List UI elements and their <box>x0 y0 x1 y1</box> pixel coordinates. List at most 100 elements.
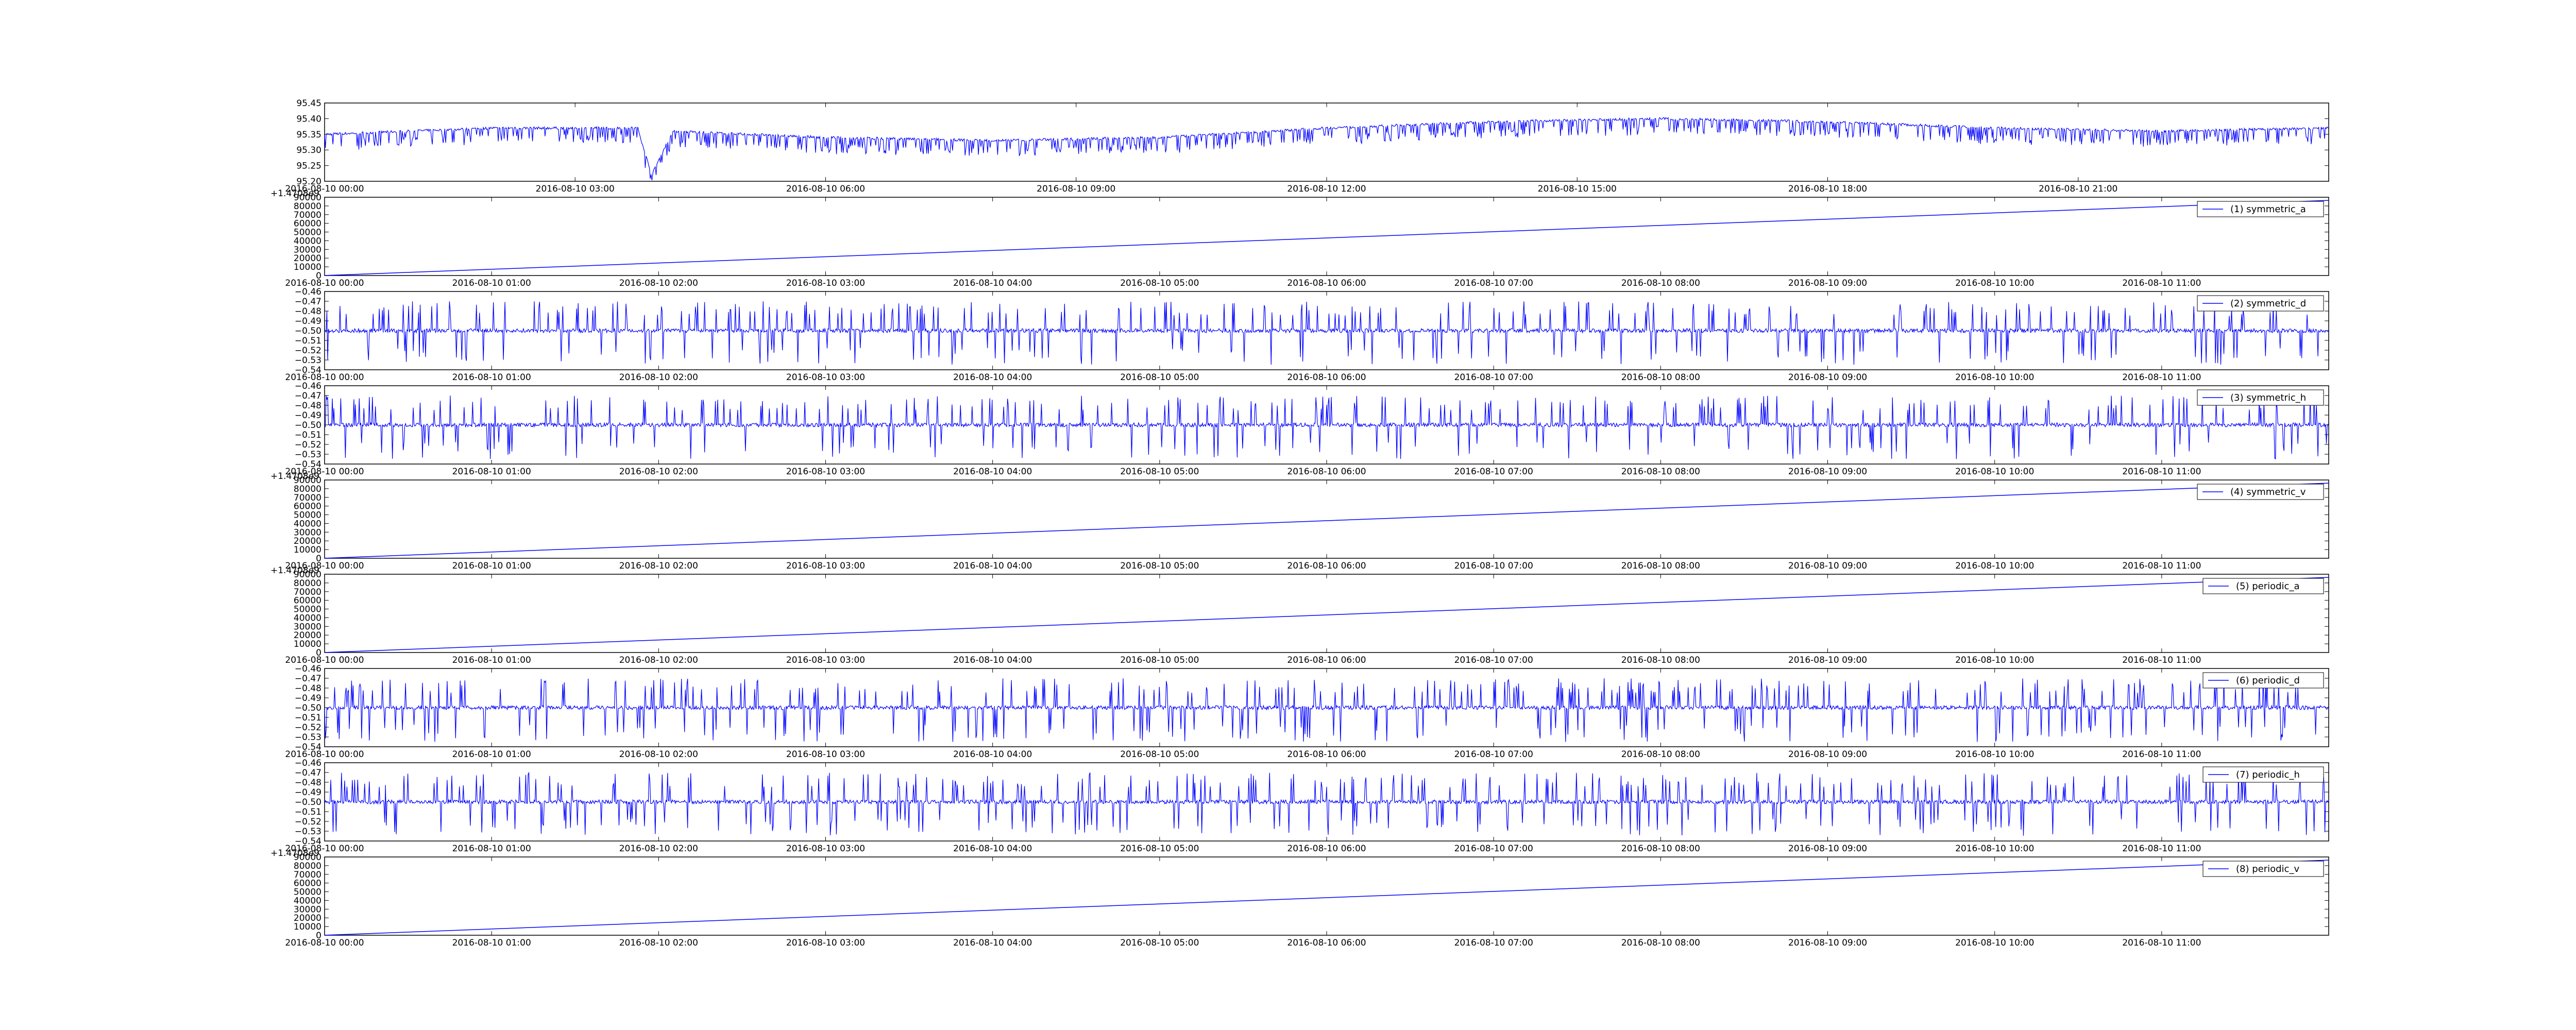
series-line <box>324 116 2329 181</box>
legend-label: (7) periodic_h <box>2236 769 2300 780</box>
y-tick-label: −0.49 <box>295 410 321 421</box>
y-tick-label: 80000 <box>294 861 321 871</box>
x-tick-label: 2016-08-10 04:00 <box>953 938 1032 948</box>
x-tick-label: 2016-08-10 11:00 <box>2122 938 2201 948</box>
panel-8: −0.54−0.53−0.52−0.51−0.50−0.49−0.48−0.47… <box>285 758 2329 854</box>
legend: (3) symmetric_h <box>2197 389 2324 406</box>
x-tick-label: 2016-08-10 00:00 <box>285 372 364 383</box>
y-tick-label: −0.46 <box>295 287 321 297</box>
y-tick-label: 95.35 <box>296 130 321 140</box>
x-tick-label: 2016-08-10 06:00 <box>1287 655 1366 665</box>
y-tick-label: 95.45 <box>296 98 321 109</box>
x-tick-label: 2016-08-10 11:00 <box>2122 749 2201 760</box>
y-tick-label: −0.51 <box>295 336 321 346</box>
x-tick-label: 2016-08-10 03:00 <box>786 938 865 948</box>
y-tick-label: −0.48 <box>295 306 321 317</box>
y-tick-label: 80000 <box>294 201 321 212</box>
y-tick-label: 20000 <box>294 253 321 264</box>
legend: (8) periodic_v <box>2202 861 2324 877</box>
x-tick-label: 2016-08-10 10:00 <box>1955 278 2034 288</box>
x-tick-label: 2016-08-10 01:00 <box>452 467 531 477</box>
series-line <box>324 771 2329 836</box>
panel-1: 95.20 95.25 95.30 95.35 95.40 95.45 2016-08-10… <box>285 98 2329 194</box>
y-tick-label: −0.52 <box>295 723 321 733</box>
x-tick-label: 2016-08-10 05:00 <box>1120 278 1199 288</box>
x-tick-label: 2016-08-10 01:00 <box>452 844 531 854</box>
x-tick-label: 2016-08-10 03:00 <box>786 561 865 571</box>
x-tick-label: 2016-08-10 10:00 <box>1955 655 2034 665</box>
y-tick-label: 30000 <box>294 527 321 538</box>
x-tick-label: 2016-08-10 11:00 <box>2122 372 2201 383</box>
x-tick-label: 2016-08-10 03:00 <box>786 749 865 760</box>
y-tick-label: 20000 <box>294 630 321 641</box>
offset-text: +1.4708e9 <box>270 565 319 576</box>
x-tick-label: 2016-08-10 10:00 <box>1955 938 2034 948</box>
y-tick-label: 40000 <box>294 236 321 246</box>
axes-frame <box>324 856 2329 936</box>
x-tick-label: 2016-08-10 15:00 <box>1538 184 1617 194</box>
panel-9: 0100002000030000400005000060000700008000… <box>270 848 2329 948</box>
y-tick-label: −0.53 <box>295 355 321 366</box>
x-tick-label: 2016-08-10 03:00 <box>786 372 865 383</box>
y-tick-label: −0.46 <box>295 664 321 674</box>
x-tick-label: 2016-08-10 01:00 <box>452 749 531 760</box>
offset-text: +1.4708e9 <box>270 471 319 482</box>
x-tick-label: 2016-08-10 00:00 <box>285 844 364 854</box>
x-tick-label: 2016-08-10 07:00 <box>1454 372 1533 383</box>
x-tick-label: 2016-08-10 00:00 <box>285 467 364 477</box>
x-tick-label: 2016-08-10 00:00 <box>285 655 364 665</box>
panel-6: 0100002000030000400005000060000700008000… <box>270 565 2329 665</box>
x-tick-label: 2016-08-10 05:00 <box>1120 561 1199 571</box>
y-tick-label: −0.47 <box>295 674 321 684</box>
x-tick-label: 2016-08-10 00:00 <box>285 184 364 194</box>
x-tick-label: 2016-08-10 07:00 <box>1454 655 1533 665</box>
x-tick-label: 2016-08-10 11:00 <box>2122 655 2201 665</box>
x-tick-label: 2016-08-10 00:00 <box>285 749 364 760</box>
x-tick-label: 2016-08-10 04:00 <box>953 467 1032 477</box>
y-tick-label: −0.46 <box>295 758 321 768</box>
y-tick-label: 70000 <box>294 493 321 503</box>
x-tick-label: 2016-08-10 02:00 <box>619 844 698 854</box>
y-tick-label: 10000 <box>294 262 321 272</box>
y-tick-label: −0.50 <box>295 703 321 713</box>
x-tick-label: 2016-08-10 02:00 <box>619 278 698 288</box>
y-tick-label: 60000 <box>294 219 321 229</box>
y-tick-label: 60000 <box>294 879 321 889</box>
x-tick-label: 2016-08-10 00:00 <box>285 561 364 571</box>
x-tick-label: 2016-08-10 01:00 <box>452 561 531 571</box>
y-tick-label: 40000 <box>294 519 321 529</box>
x-tick-label: 2016-08-10 11:00 <box>2122 278 2201 288</box>
x-tick-label: 2016-08-10 08:00 <box>1621 655 1700 665</box>
y-tick-label: −0.53 <box>295 732 321 743</box>
series-line <box>324 678 2329 742</box>
x-tick-label: 2016-08-10 09:00 <box>1788 561 1867 571</box>
y-tick-label: −0.48 <box>295 778 321 788</box>
y-tick-label: 95.20 <box>296 177 321 187</box>
legend-label: (3) symmetric_h <box>2230 392 2306 403</box>
y-tick-label: 30000 <box>294 245 321 255</box>
x-tick-label: 2016-08-10 03:00 <box>786 467 865 477</box>
x-tick-label: 2016-08-10 02:00 <box>619 372 698 383</box>
y-tick-label: 80000 <box>294 578 321 589</box>
series-line <box>324 396 2329 460</box>
x-tick-label: 2016-08-10 10:00 <box>1955 467 2034 477</box>
x-tick-label: 2016-08-10 09:00 <box>1788 372 1867 383</box>
y-tick-label: 10000 <box>294 545 321 555</box>
legend-label: (5) periodic_a <box>2236 581 2300 592</box>
x-tick-label: 2016-08-10 09:00 <box>1788 749 1867 760</box>
y-tick-label: 90000 <box>294 852 321 863</box>
x-tick-label: 2016-08-10 05:00 <box>1120 938 1199 948</box>
x-tick-label: 2016-08-10 06:00 <box>1287 372 1366 383</box>
x-tick-label: 2016-08-10 07:00 <box>1454 467 1533 477</box>
x-tick-label: 2016-08-10 04:00 <box>953 372 1032 383</box>
y-tick-label: 0 <box>316 271 321 281</box>
y-tick-label: 60000 <box>294 596 321 606</box>
x-tick-label: 2016-08-10 09:00 <box>1788 467 1867 477</box>
x-tick-label: 2016-08-10 06:00 <box>1287 749 1366 760</box>
x-tick-label: 2016-08-10 05:00 <box>1120 749 1199 760</box>
y-tick-label: 95.30 <box>296 145 321 156</box>
axes-frame <box>324 102 2329 182</box>
x-tick-label: 2016-08-10 09:00 <box>1788 938 1867 948</box>
x-tick-label: 2016-08-10 02:00 <box>619 655 698 665</box>
y-tick-label: −0.51 <box>295 430 321 440</box>
